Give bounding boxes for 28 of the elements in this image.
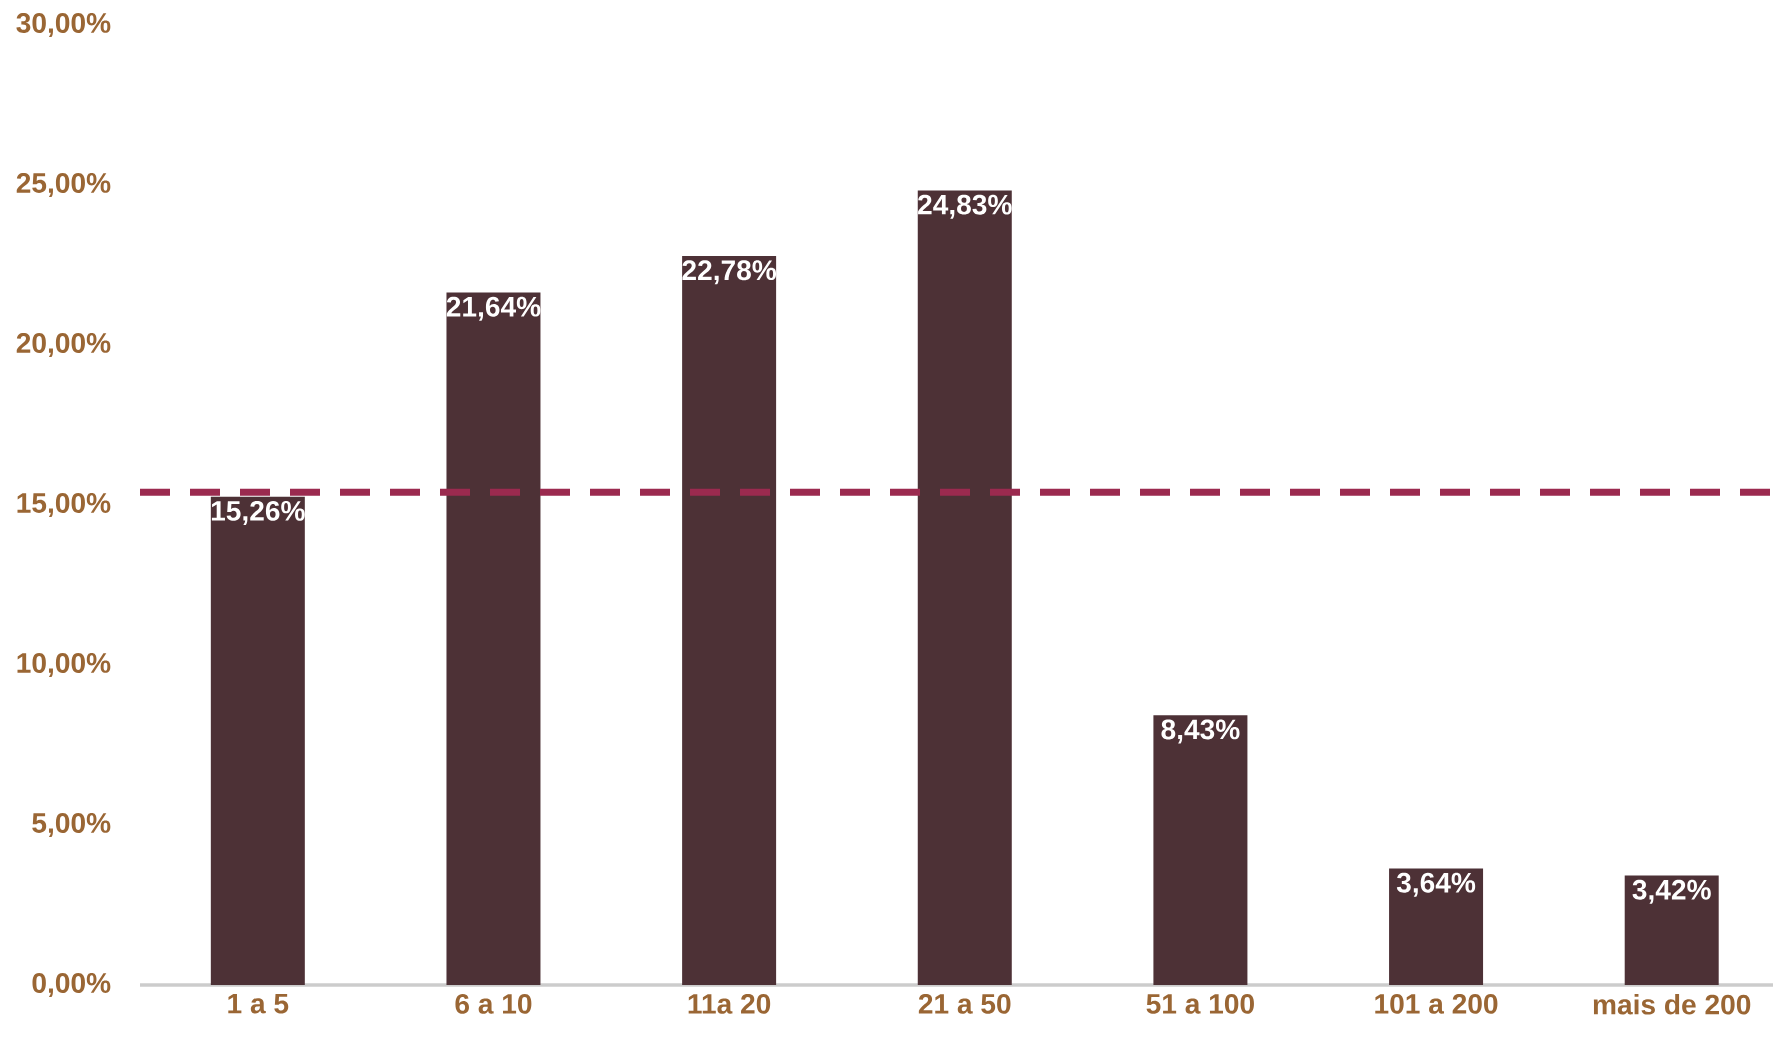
data-label: 22,78% xyxy=(682,260,777,285)
bar xyxy=(210,496,305,986)
bar xyxy=(917,190,1012,986)
x-tick-label: 101 a 200 xyxy=(1375,993,1498,1014)
bar xyxy=(1153,715,1248,986)
y-tick-label: 15,00% xyxy=(17,493,111,518)
x-tick-label: 11a 20 xyxy=(688,993,771,1014)
x-tick-label: 6 a 10 xyxy=(455,993,532,1014)
bar xyxy=(1624,875,1719,986)
y-tick-label: 5,00% xyxy=(32,813,111,838)
y-tick-label: 20,00% xyxy=(16,333,111,358)
y-tick-label: 10,00% xyxy=(17,653,111,678)
y-tick-label: 0,00% xyxy=(32,973,111,998)
data-label: 3,64% xyxy=(1396,872,1476,897)
bar xyxy=(1389,868,1484,986)
data-label: 8,43% xyxy=(1161,719,1240,744)
data-label: 24,83% xyxy=(918,194,1012,219)
x-tick-label: 1 a 5 xyxy=(228,993,289,1014)
y-tick-label: 25,00% xyxy=(16,173,111,198)
bar xyxy=(682,256,777,986)
data-label: 21,64% xyxy=(446,296,541,321)
x-tick-label: 21 a 50 xyxy=(918,993,1011,1014)
bar xyxy=(446,292,541,986)
y-tick-label: 30,00% xyxy=(16,13,111,38)
data-label: 15,26% xyxy=(211,500,305,525)
data-label: 3,42% xyxy=(1632,879,1711,904)
x-tick-label: 51 a 100 xyxy=(1146,993,1254,1014)
x-tick-label: mais de 200 xyxy=(1593,993,1751,1015)
